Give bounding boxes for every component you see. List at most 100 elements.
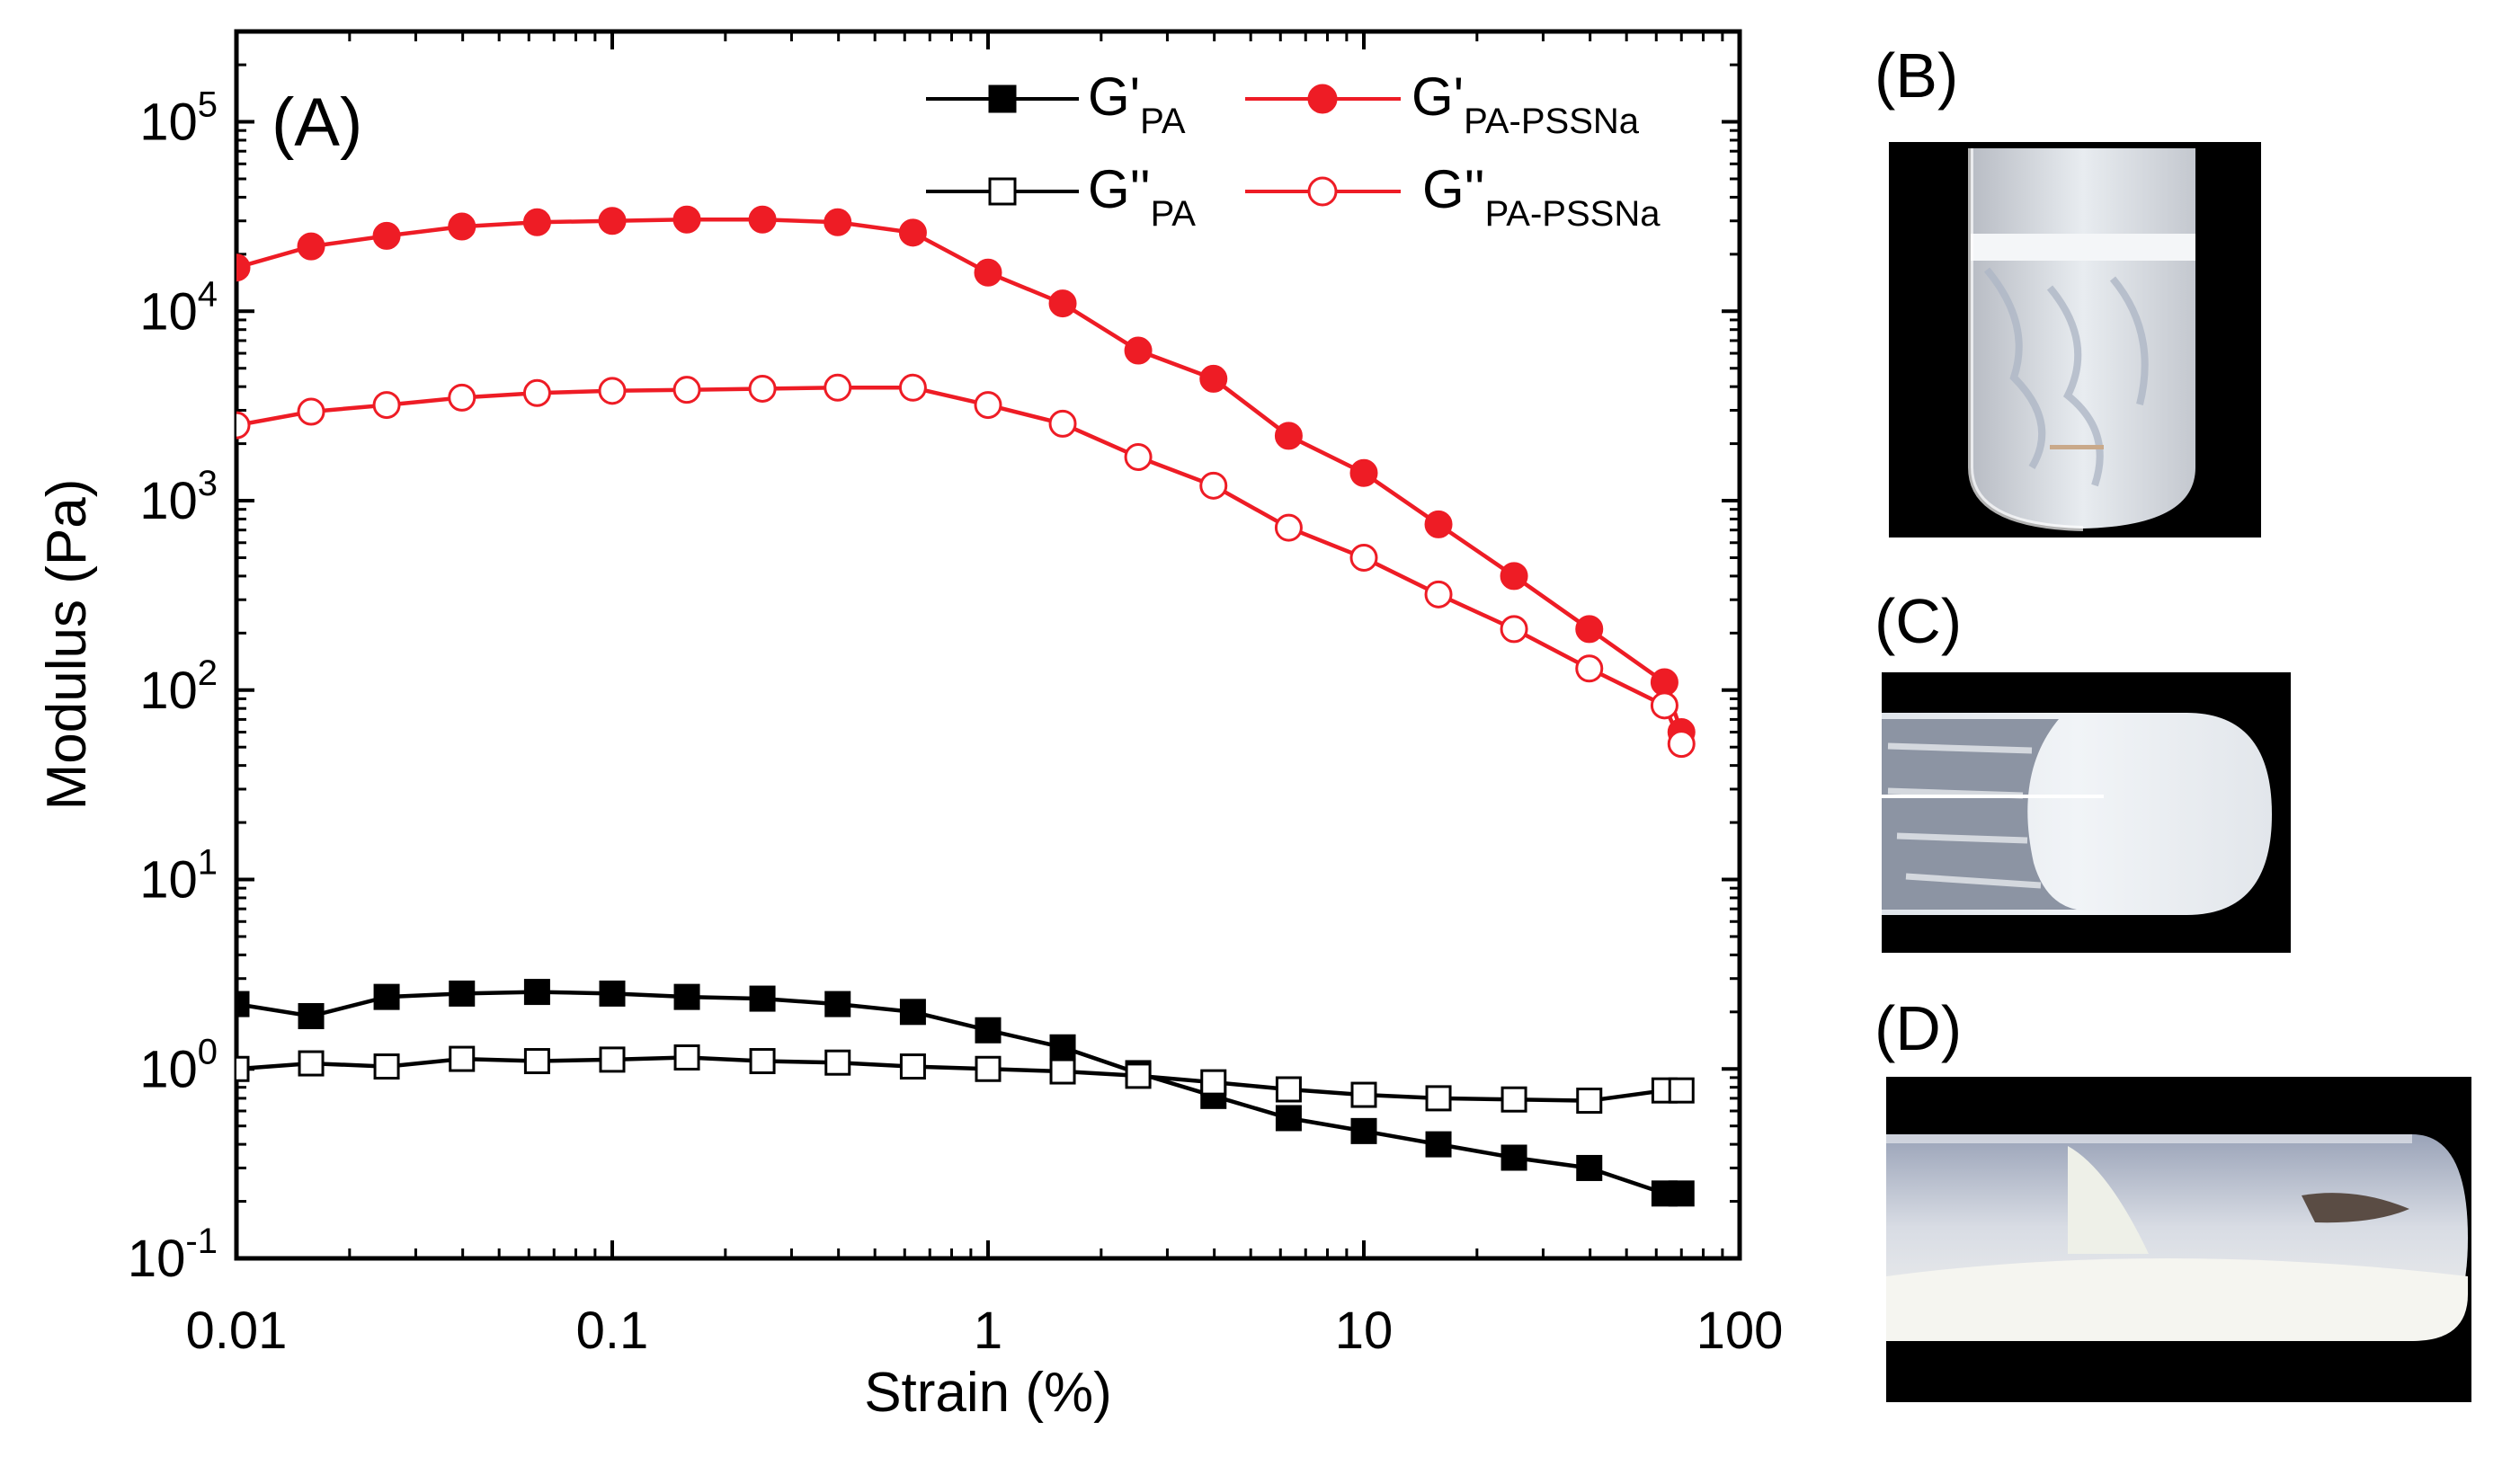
data-point-gp-pa-pssna [1575,615,1604,644]
data-point-gp-pa-pssna [297,232,325,261]
data-point-gpp-pa-pssna [1650,691,1679,720]
data-point-gp-pa [1049,1034,1076,1061]
data-point-gpp-pa [1049,1058,1076,1085]
data-point-gpp-pa [975,1055,1002,1082]
data-point-gp-pa [1668,1180,1695,1207]
data-point-gpp-pa-pssna [448,383,476,412]
legend-label-gp-pa-pssna: G'PA-PSSNa [1411,67,1640,141]
legend-label-gpp-pa-pssna: G''PA-PSSNa [1422,159,1661,234]
data-point-gp-pa [449,980,476,1007]
legend-marker-gpp-pa-pssna [1307,176,1338,207]
data-point-gp-pa [298,1003,325,1030]
photo-panel-c: (C) [1874,586,2291,953]
data-point-gp-pa [673,983,700,1010]
series-gpp-pa [236,1044,1695,1115]
data-point-gpp-pa-pssna [1424,580,1453,609]
data-point-gpp-pa-pssna [372,391,401,420]
data-point-gpp-pa [1425,1085,1452,1112]
data-point-gp-pa [749,985,776,1012]
tube-horizontal-photo [1882,672,2291,953]
photo-panel-b: (B) [1874,40,2261,537]
data-point-gpp-pa-pssna [824,373,852,402]
data-point-gp-pa-pssna [448,212,476,241]
legend-entry-gp-pa: G'PA [926,67,1186,141]
data-point-gpp-pa [236,1055,250,1082]
x-axis-label: Strain (%) [864,1362,1112,1424]
y-axis-ticks: 10-1 100 101 102 103 104 105 [128,30,1740,1288]
data-point-gp-pa-pssna [1650,668,1679,697]
data-point-gp-pa-pssna [522,208,551,236]
data-point-gp-pa-pssna [372,221,401,250]
x-tick-label: 10 [1335,1302,1394,1360]
data-point-gpp-pa-pssna [522,378,551,407]
data-point-gp-pa-pssna [1274,422,1303,450]
data-point-gpp-pa [1500,1086,1527,1113]
data-point-gp-pa-pssna [898,218,927,247]
legend-label-gp-pa: G'PA [1088,67,1186,141]
data-point-gp-pa-pssna [824,208,852,236]
data-point-gpp-pa-pssna [672,376,701,404]
y-tick-label: 104 [139,274,218,341]
data-point-gp-pa-pssna [1199,364,1228,393]
data-point-gp-pa [1425,1131,1452,1158]
x-axis-ticks: 0.01 0.1 1 10 100 [186,31,1783,1360]
x-tick-label: 0.1 [576,1302,649,1360]
data-point-gpp-pa [1576,1088,1603,1115]
y-tick-label: 10-1 [128,1222,218,1288]
series-line-gp-pa [236,990,1682,1196]
legend-entry-gpp-pa-pssna: G''PA-PSSNa [1245,159,1661,234]
series-gp-pa-pssna [236,205,1696,747]
data-point-gp-pa [373,983,400,1010]
data-point-gpp-pa [1275,1076,1302,1103]
data-point-gpp-pa-pssna [297,397,325,426]
vial-upright-photo [1889,142,2261,537]
series-gpp-pa-pssna [236,373,1696,759]
data-point-gp-pa [975,1017,1002,1044]
legend-marker-gp-pa [988,84,1017,113]
data-point-gpp-pa [824,1049,851,1076]
data-point-gpp-pa-pssna [1048,409,1077,438]
legend-label-gpp-pa: G''PA [1088,159,1196,234]
data-point-gp-pa-pssna [1048,289,1077,318]
data-point-gpp-pa [1125,1062,1152,1089]
data-point-gp-pa-pssna [1424,510,1453,538]
data-point-gpp-pa [373,1053,400,1080]
x-tick-label: 0.01 [186,1302,288,1360]
data-point-gp-pa [899,999,926,1026]
data-point-gpp-pa [449,1045,476,1072]
data-point-gpp-pa-pssna [1349,543,1378,572]
y-tick-label: 102 [139,653,218,720]
data-point-gp-pa-pssna [1500,562,1528,591]
data-point-gp-pa-pssna [598,207,627,235]
data-point-gp-pa [599,980,626,1007]
data-point-gpp-pa [298,1050,325,1077]
data-point-gpp-pa-pssna [1667,730,1696,759]
data-point-gpp-pa [599,1046,626,1073]
data-point-gpp-pa-pssna [1199,471,1228,500]
data-point-gp-pa [824,991,851,1017]
legend-marker-gp-pa-pssna [1307,84,1338,114]
y-tick-label: 105 [139,85,218,152]
legend-entry-gp-pa-pssna: G'PA-PSSNa [1245,67,1640,141]
y-tick-label: 101 [139,843,218,910]
tube-tilted-photo [1886,1077,2471,1402]
data-point-gpp-pa-pssna [236,411,251,440]
data-point-gp-pa [1500,1144,1527,1171]
data-point-gpp-pa-pssna [898,373,927,402]
data-point-gpp-pa [1350,1081,1377,1108]
data-point-gpp-pa-pssna [748,374,777,403]
data-point-gpp-pa [1668,1077,1695,1104]
data-point-gpp-pa-pssna [598,377,627,405]
data-point-gp-pa-pssna [974,258,1002,287]
legend: G'PA G''PA G'PA-PSSNa G''PA-PSSNa [926,67,1661,234]
data-point-gpp-pa [523,1048,550,1075]
data-point-gp-pa [523,979,550,1006]
series-line-gpp-pa-pssna [236,386,1684,745]
data-point-gp-pa [236,991,250,1017]
data-point-gpp-pa [899,1053,926,1080]
y-axis-label: Modulus (Pa) [36,479,98,811]
data-point-gpp-pa [1200,1069,1227,1096]
data-point-gpp-pa-pssna [1575,654,1604,683]
data-point-gp-pa-pssna [1349,458,1378,487]
